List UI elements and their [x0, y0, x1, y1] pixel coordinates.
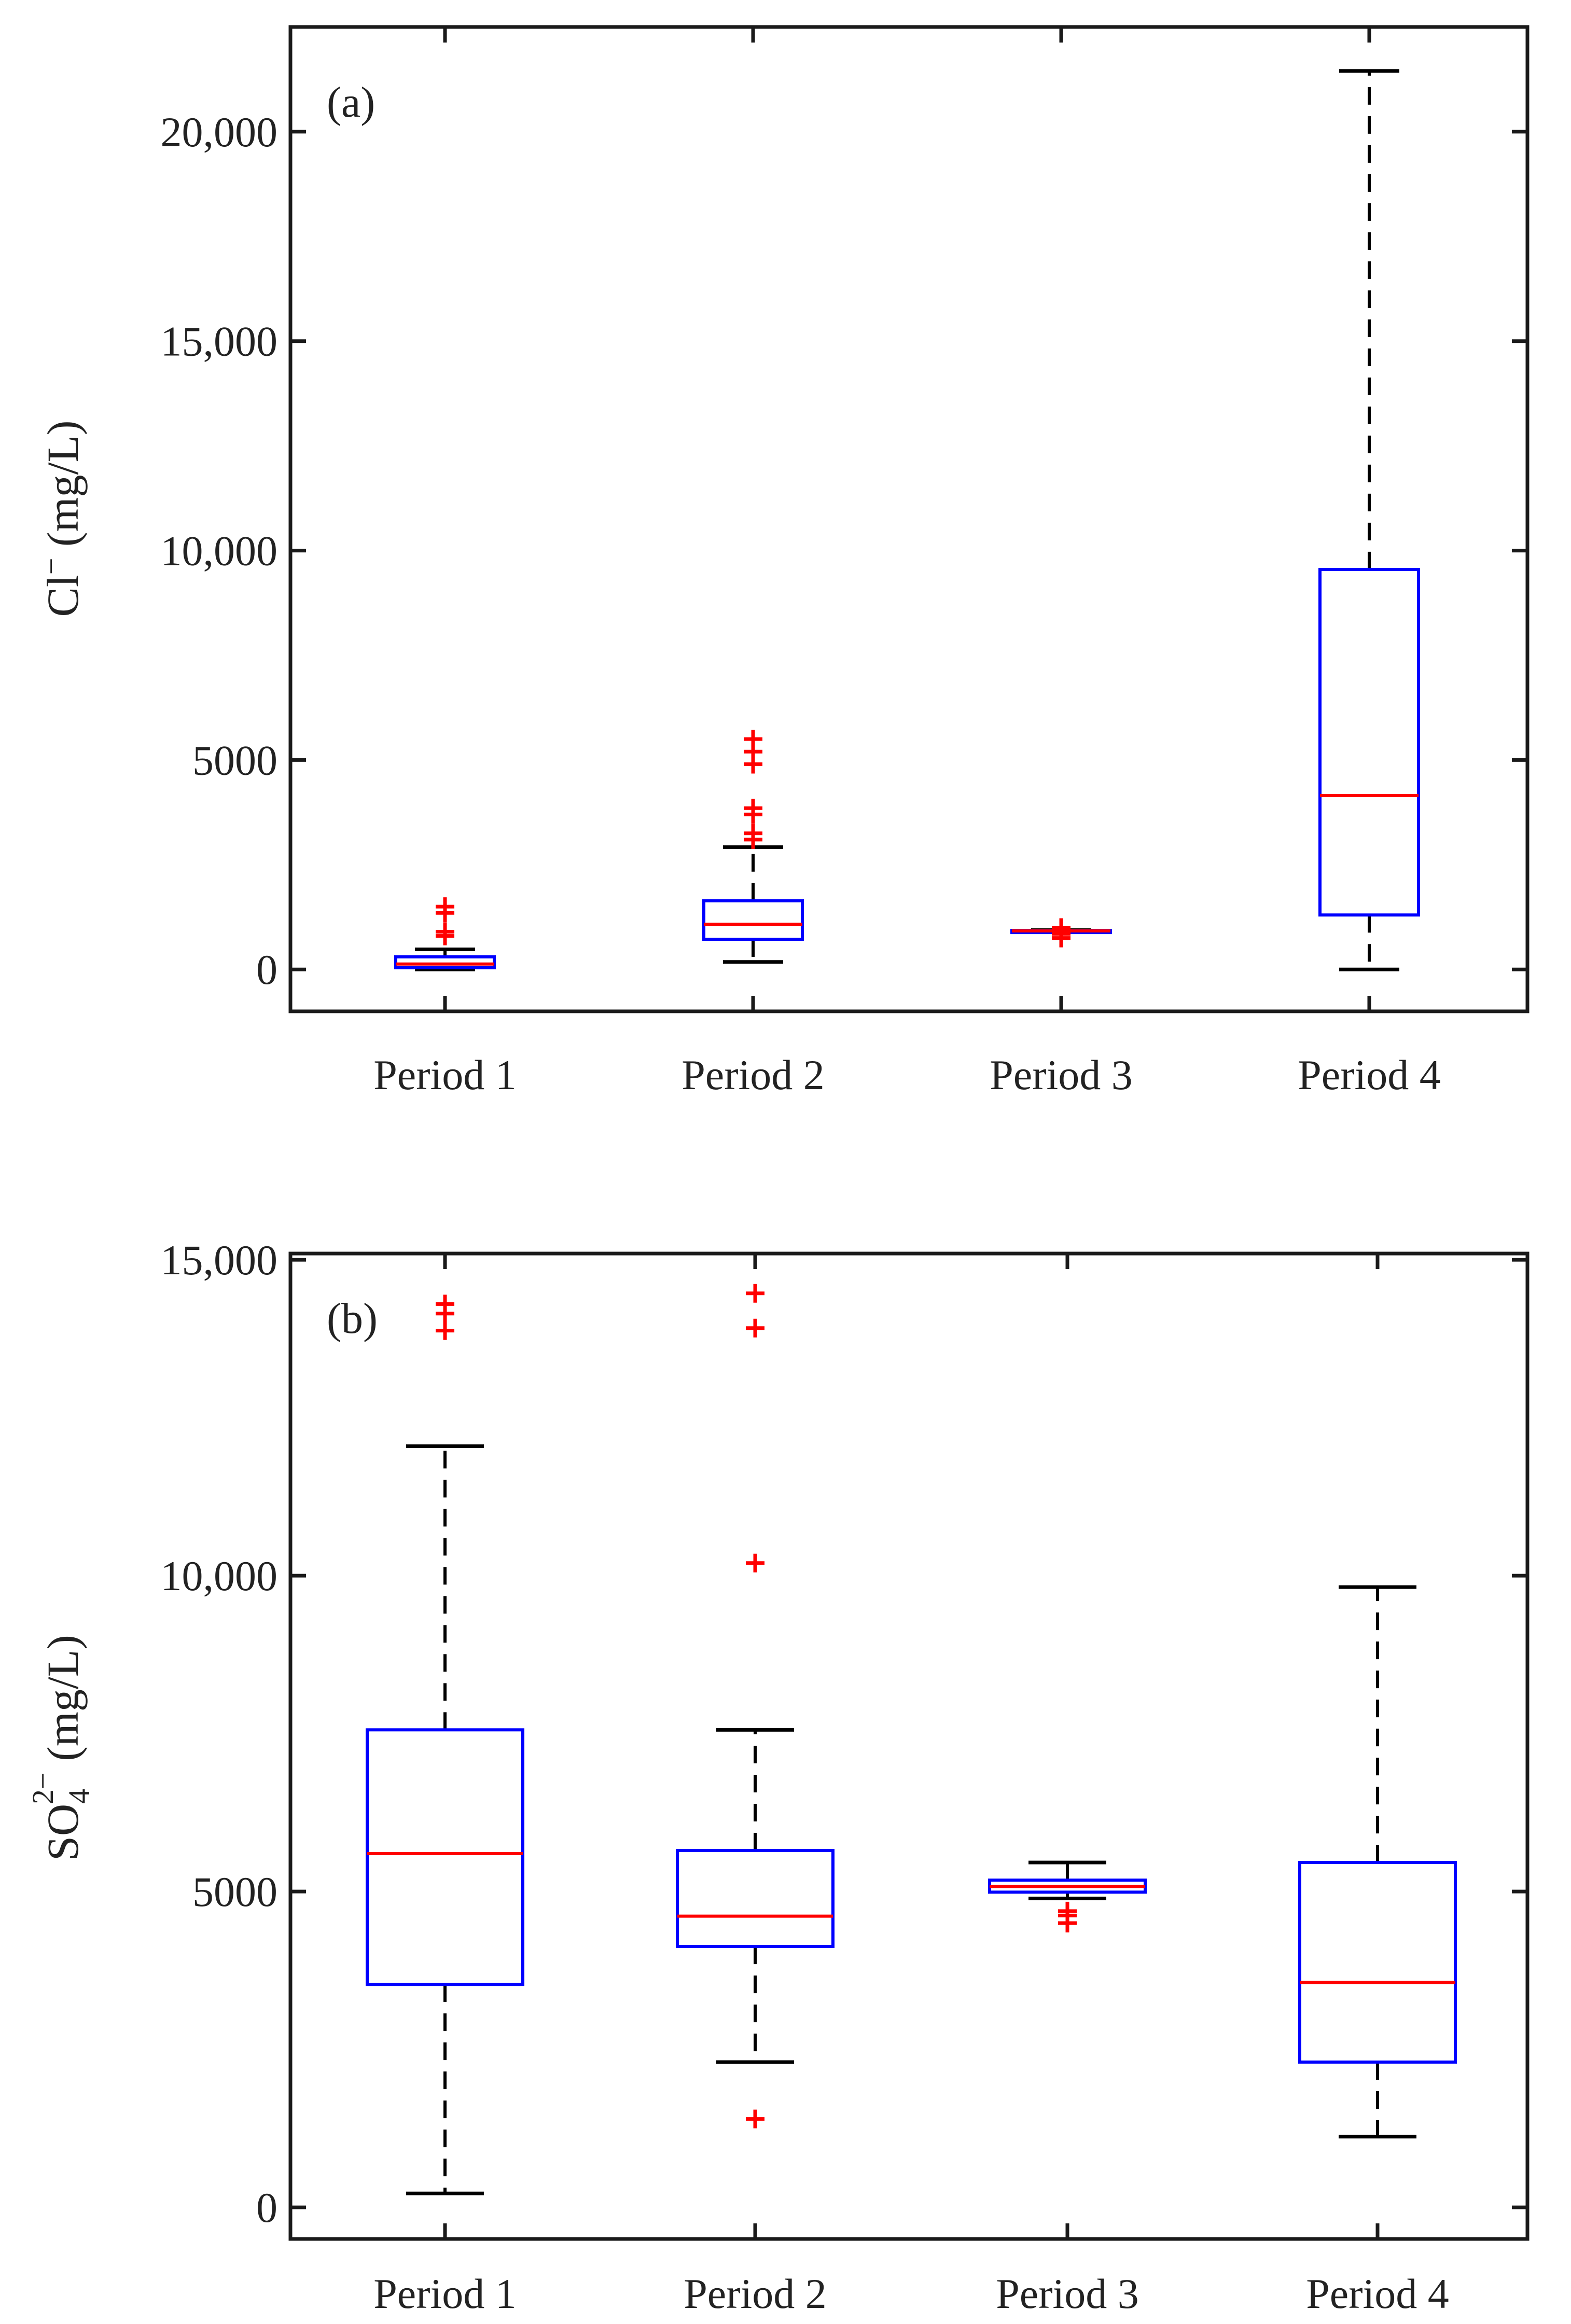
panel-b-sulfate: 0 5000 10,000 15,000 Period 1 Period 2 Period…: [26, 1236, 1530, 2317]
panel-b-xtick-label: Period 2: [684, 2270, 827, 2317]
panel-b-ytick-label: 10,000: [161, 1552, 278, 1599]
panel-a-ytick-label: 15,000: [161, 318, 278, 365]
outlier-marker: [746, 2109, 764, 2128]
outlier-marker: [436, 1295, 454, 1314]
panel-a-ytick-label: 10,000: [161, 527, 278, 575]
outlier-marker: [746, 1553, 764, 1572]
panel-a-ylabel-sup: −: [34, 558, 68, 575]
panel-a-ylabel-unit: (mg/L): [38, 420, 88, 558]
panel-b-box-1: [366, 1295, 524, 2195]
outlier-marker: [436, 897, 454, 916]
panel-b-ylabel-main: SO: [38, 1804, 88, 1861]
panel-b-xtick-label: Period 4: [1306, 2270, 1449, 2317]
panel-b-ylabel-sup: 2−: [26, 1772, 60, 1804]
panel-b-ytick-label: 5000: [192, 1868, 277, 1915]
panel-a-label: (a): [327, 78, 375, 127]
panel-b-ylabel-unit: (mg/L): [38, 1635, 88, 1772]
panel-a-xtick-label: Period 4: [1298, 1051, 1441, 1098]
panel-b-xtick-label: Period 3: [996, 2270, 1139, 2317]
panel-a-box-2: [702, 730, 804, 964]
panel-b-xtick-label: Period 1: [373, 2270, 517, 2317]
panel-b-ytick-label: 15,000: [161, 1236, 278, 1284]
outlier-marker: [744, 730, 762, 749]
panel-a-box-1: [394, 897, 496, 971]
outlier-marker: [746, 1284, 764, 1303]
panel-b-plot-frame: [288, 1251, 1530, 2241]
panel-b-label: (b): [327, 1295, 378, 1343]
panel-a-ytick-label: 0: [256, 946, 277, 993]
panel-a-box-3: [1010, 918, 1112, 948]
outlier-marker: [1052, 918, 1070, 937]
panel-b-box-2: [676, 1284, 835, 2128]
panel-a-y-axis-label: Cl− (mg/L): [34, 420, 88, 617]
outlier-marker: [744, 799, 762, 818]
panel-a-ylabel-main: Cl: [38, 575, 88, 617]
panel-a-box-4: [1318, 69, 1420, 971]
iqr-box: [702, 899, 804, 941]
panel-a-xtick-label: Period 1: [373, 1051, 517, 1098]
panel-a-xtick-label: Period 2: [682, 1051, 825, 1098]
panel-b-ylabel-sub: 4: [62, 1789, 96, 1804]
iqr-box: [1298, 1861, 1457, 2064]
panel-b-box-4: [1298, 1585, 1457, 2139]
panel-a-xtick-label: Period 3: [990, 1051, 1133, 1098]
panel-a-ytick-label: 5000: [192, 736, 277, 784]
outlier-marker: [1058, 1901, 1077, 1921]
panel-a-ytick-label: 20,000: [161, 108, 278, 156]
outlier-marker: [744, 824, 762, 843]
panel-b-box-3: [988, 1860, 1147, 1933]
iqr-box: [676, 1848, 835, 1949]
outlier-marker: [436, 1321, 454, 1340]
panel-a-chloride: 0 5000 10,000 15,000 20,000 Period 1 Period 2…: [34, 25, 1530, 1098]
outlier-marker: [436, 922, 454, 941]
iqr-box: [1318, 567, 1420, 917]
panel-b-ytick-label: 0: [256, 2184, 277, 2231]
iqr-box: [366, 1728, 524, 1986]
panel-a-plot-frame: [288, 25, 1530, 1013]
iqr-box: [394, 955, 496, 970]
panel-b-y-axis-label: SO42− (mg/L): [26, 1635, 96, 1861]
outlier-marker: [746, 1318, 764, 1338]
